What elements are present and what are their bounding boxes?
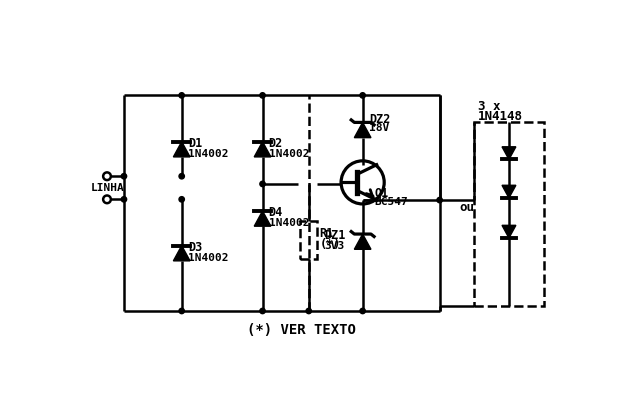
Circle shape — [179, 93, 184, 98]
Circle shape — [179, 197, 184, 202]
Text: LINHA: LINHA — [91, 183, 125, 193]
Polygon shape — [173, 142, 190, 157]
Text: 3V3: 3V3 — [324, 241, 344, 251]
Text: 1N4002: 1N4002 — [269, 218, 309, 228]
Text: ou: ou — [459, 200, 474, 214]
Polygon shape — [355, 122, 371, 138]
Polygon shape — [254, 142, 271, 157]
Circle shape — [103, 172, 111, 180]
Polygon shape — [502, 147, 516, 160]
Circle shape — [260, 308, 265, 314]
Bar — [474, 122, 543, 306]
Circle shape — [260, 181, 265, 187]
Text: DZ2: DZ2 — [369, 113, 390, 126]
Bar — [300, 220, 317, 259]
Polygon shape — [254, 211, 271, 226]
Circle shape — [179, 308, 184, 314]
Text: D3: D3 — [188, 241, 202, 254]
Text: D4: D4 — [269, 206, 283, 219]
Circle shape — [121, 173, 127, 179]
Text: (*): (*) — [319, 238, 341, 251]
Text: 18V: 18V — [369, 123, 389, 133]
Polygon shape — [173, 246, 190, 261]
Text: D2: D2 — [269, 137, 283, 150]
Text: D1: D1 — [188, 137, 202, 150]
Polygon shape — [355, 234, 371, 249]
Text: 1N4148: 1N4148 — [478, 110, 523, 123]
Text: DZ1: DZ1 — [324, 229, 346, 242]
Polygon shape — [502, 225, 516, 238]
Text: 1N4002: 1N4002 — [269, 149, 309, 159]
Text: R1: R1 — [319, 227, 334, 240]
Text: Q1: Q1 — [374, 187, 388, 200]
Circle shape — [360, 93, 365, 98]
Circle shape — [306, 308, 312, 314]
Text: BC547: BC547 — [374, 197, 408, 207]
Text: 1N4002: 1N4002 — [188, 253, 228, 263]
Text: (*) VER TEXTO: (*) VER TEXTO — [247, 323, 356, 337]
Circle shape — [360, 308, 365, 314]
Circle shape — [260, 93, 265, 98]
Text: 3 x: 3 x — [478, 100, 500, 114]
Circle shape — [437, 197, 442, 203]
Circle shape — [121, 197, 127, 202]
Polygon shape — [502, 185, 516, 198]
Text: 1N4002: 1N4002 — [188, 149, 228, 159]
Circle shape — [179, 173, 184, 179]
Circle shape — [103, 195, 111, 203]
